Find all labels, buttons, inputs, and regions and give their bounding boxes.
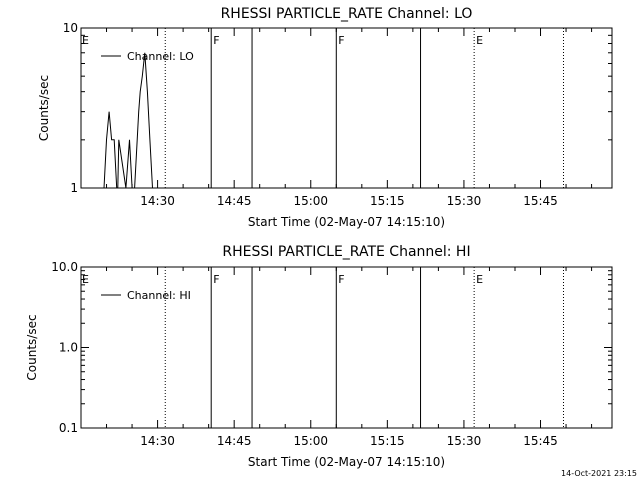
flag-label: E	[476, 273, 483, 286]
x-tick-label: 15:45	[523, 434, 558, 448]
flag-label: E	[82, 273, 89, 286]
flag-label: E	[476, 34, 483, 47]
x-tick-label: 15:30	[447, 194, 482, 208]
x-tick-label: 14:30	[140, 194, 175, 208]
series-line	[103, 52, 153, 189]
y-axis-label: Counts/sec	[25, 314, 39, 380]
y-tick-label: 10	[63, 21, 78, 35]
x-tick-label: 14:45	[217, 194, 252, 208]
x-tick-label: 15:15	[370, 194, 405, 208]
chart-title: RHESSI PARTICLE_RATE Channel: LO	[221, 6, 473, 22]
legend-label: Channel: HI	[127, 289, 191, 302]
y-tick-label: 1.0	[59, 341, 78, 355]
x-axis-label: Start Time (02-May-07 14:15:10)	[248, 215, 445, 229]
x-tick-label: 15:45	[523, 194, 558, 208]
y-tick-label: 0.1	[59, 421, 78, 435]
x-tick-label: 15:00	[293, 194, 328, 208]
x-axis-label: Start Time (02-May-07 14:15:10)	[248, 455, 445, 469]
y-axis-label: Counts/sec	[37, 75, 51, 141]
legend-label: Channel: LO	[127, 50, 194, 63]
flag-label: E	[82, 34, 89, 47]
x-tick-label: 14:30	[140, 434, 175, 448]
flag-label: F	[338, 273, 344, 286]
x-tick-label: 15:00	[293, 434, 328, 448]
footer-timestamp: 14-Oct-2021 23:15	[561, 469, 637, 478]
flag-label: F	[338, 34, 344, 47]
x-tick-label: 15:30	[447, 434, 482, 448]
y-tick-label: 1	[70, 181, 78, 195]
chart-hi-channel: RHESSI PARTICLE_RATE Channel: HI 14:30 14:…	[25, 244, 613, 469]
y-tick-label: 10.0	[51, 260, 78, 274]
x-tick-label: 15:15	[370, 434, 405, 448]
plot-frame	[80, 27, 613, 189]
flag-label: F	[213, 273, 219, 286]
chart-title: RHESSI PARTICLE_RATE Channel: HI	[222, 244, 470, 260]
x-tick-label: 14:45	[217, 434, 252, 448]
flag-label: F	[213, 34, 219, 47]
chart-lo-channel: RHESSI PARTICLE_RATE Channel: LO 14:30 14:…	[37, 6, 613, 229]
